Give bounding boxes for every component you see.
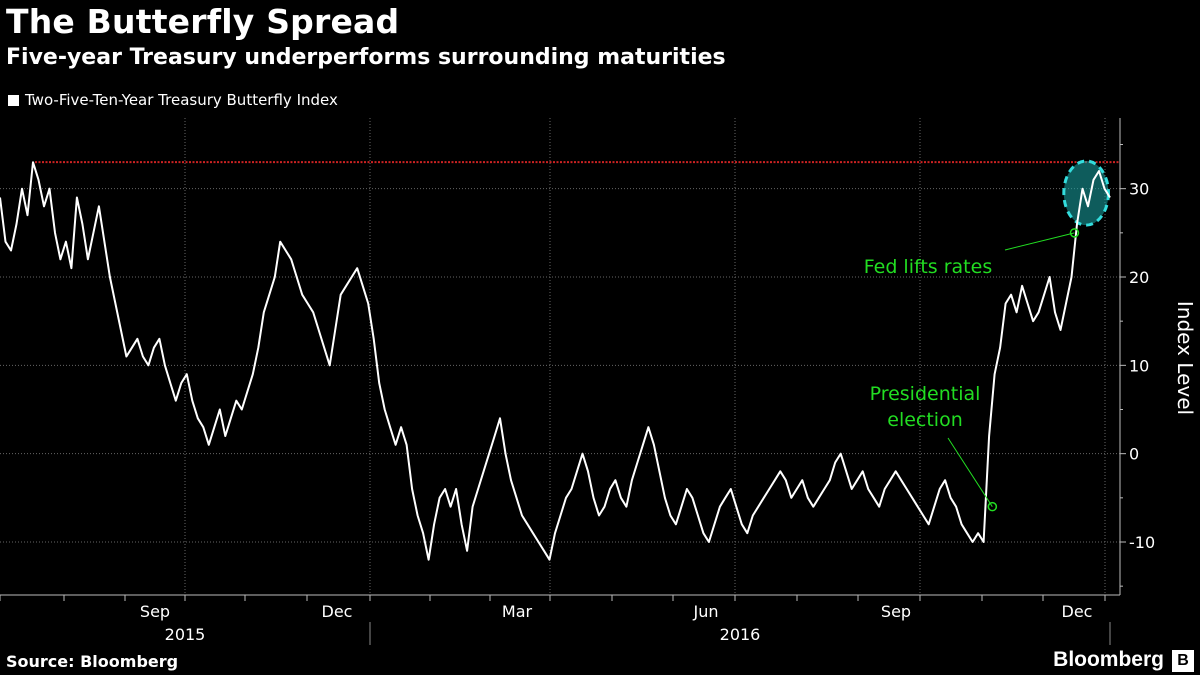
y-tick-label: 0: [1129, 445, 1139, 464]
bloomberg-icon: B: [1172, 650, 1194, 672]
y-tick-label: 20: [1129, 268, 1149, 287]
x-tick-label: Sep: [140, 602, 170, 621]
chart-title: The Butterfly Spread: [6, 2, 400, 41]
highlight-ellipse: [1062, 159, 1110, 227]
y-tick-label: 30: [1129, 180, 1149, 199]
y-axis-label: Index Level: [1173, 301, 1197, 415]
x-year-label: 2015: [165, 625, 206, 644]
annotation-label: Fed lifts rates: [864, 256, 992, 278]
brand-logo: Bloomberg: [1053, 648, 1164, 671]
annotation-label: election: [887, 409, 963, 431]
x-tick-label: Dec: [1062, 602, 1093, 621]
x-tick-label: Jun: [693, 602, 719, 621]
annotation-leader: [1004, 232, 1075, 251]
series-line-butterfly-index: [0, 161, 1111, 561]
x-tick-label: Sep: [881, 602, 911, 621]
legend-swatch: [8, 94, 19, 106]
chart-subtitle: Five-year Treasury underperforms surroun…: [6, 45, 726, 70]
y-tick-label: 10: [1129, 356, 1149, 375]
annotation-marker: [987, 501, 998, 512]
annotation-leader: [947, 437, 993, 507]
y-tick-label: -10: [1129, 533, 1155, 552]
annotation-label: Presidential: [870, 383, 981, 405]
x-tick-label: Dec: [322, 602, 353, 621]
legend-label: Two-Five-Ten-Year Treasury Butterfly Ind…: [25, 91, 338, 109]
source-note: Source: Bloomberg: [6, 652, 179, 671]
annotation-marker: [1069, 228, 1080, 238]
x-year-label: 2016: [720, 625, 761, 644]
legend: Two-Five-Ten-Year Treasury Butterfly Ind…: [8, 91, 338, 109]
x-tick-label: Mar: [502, 602, 533, 621]
